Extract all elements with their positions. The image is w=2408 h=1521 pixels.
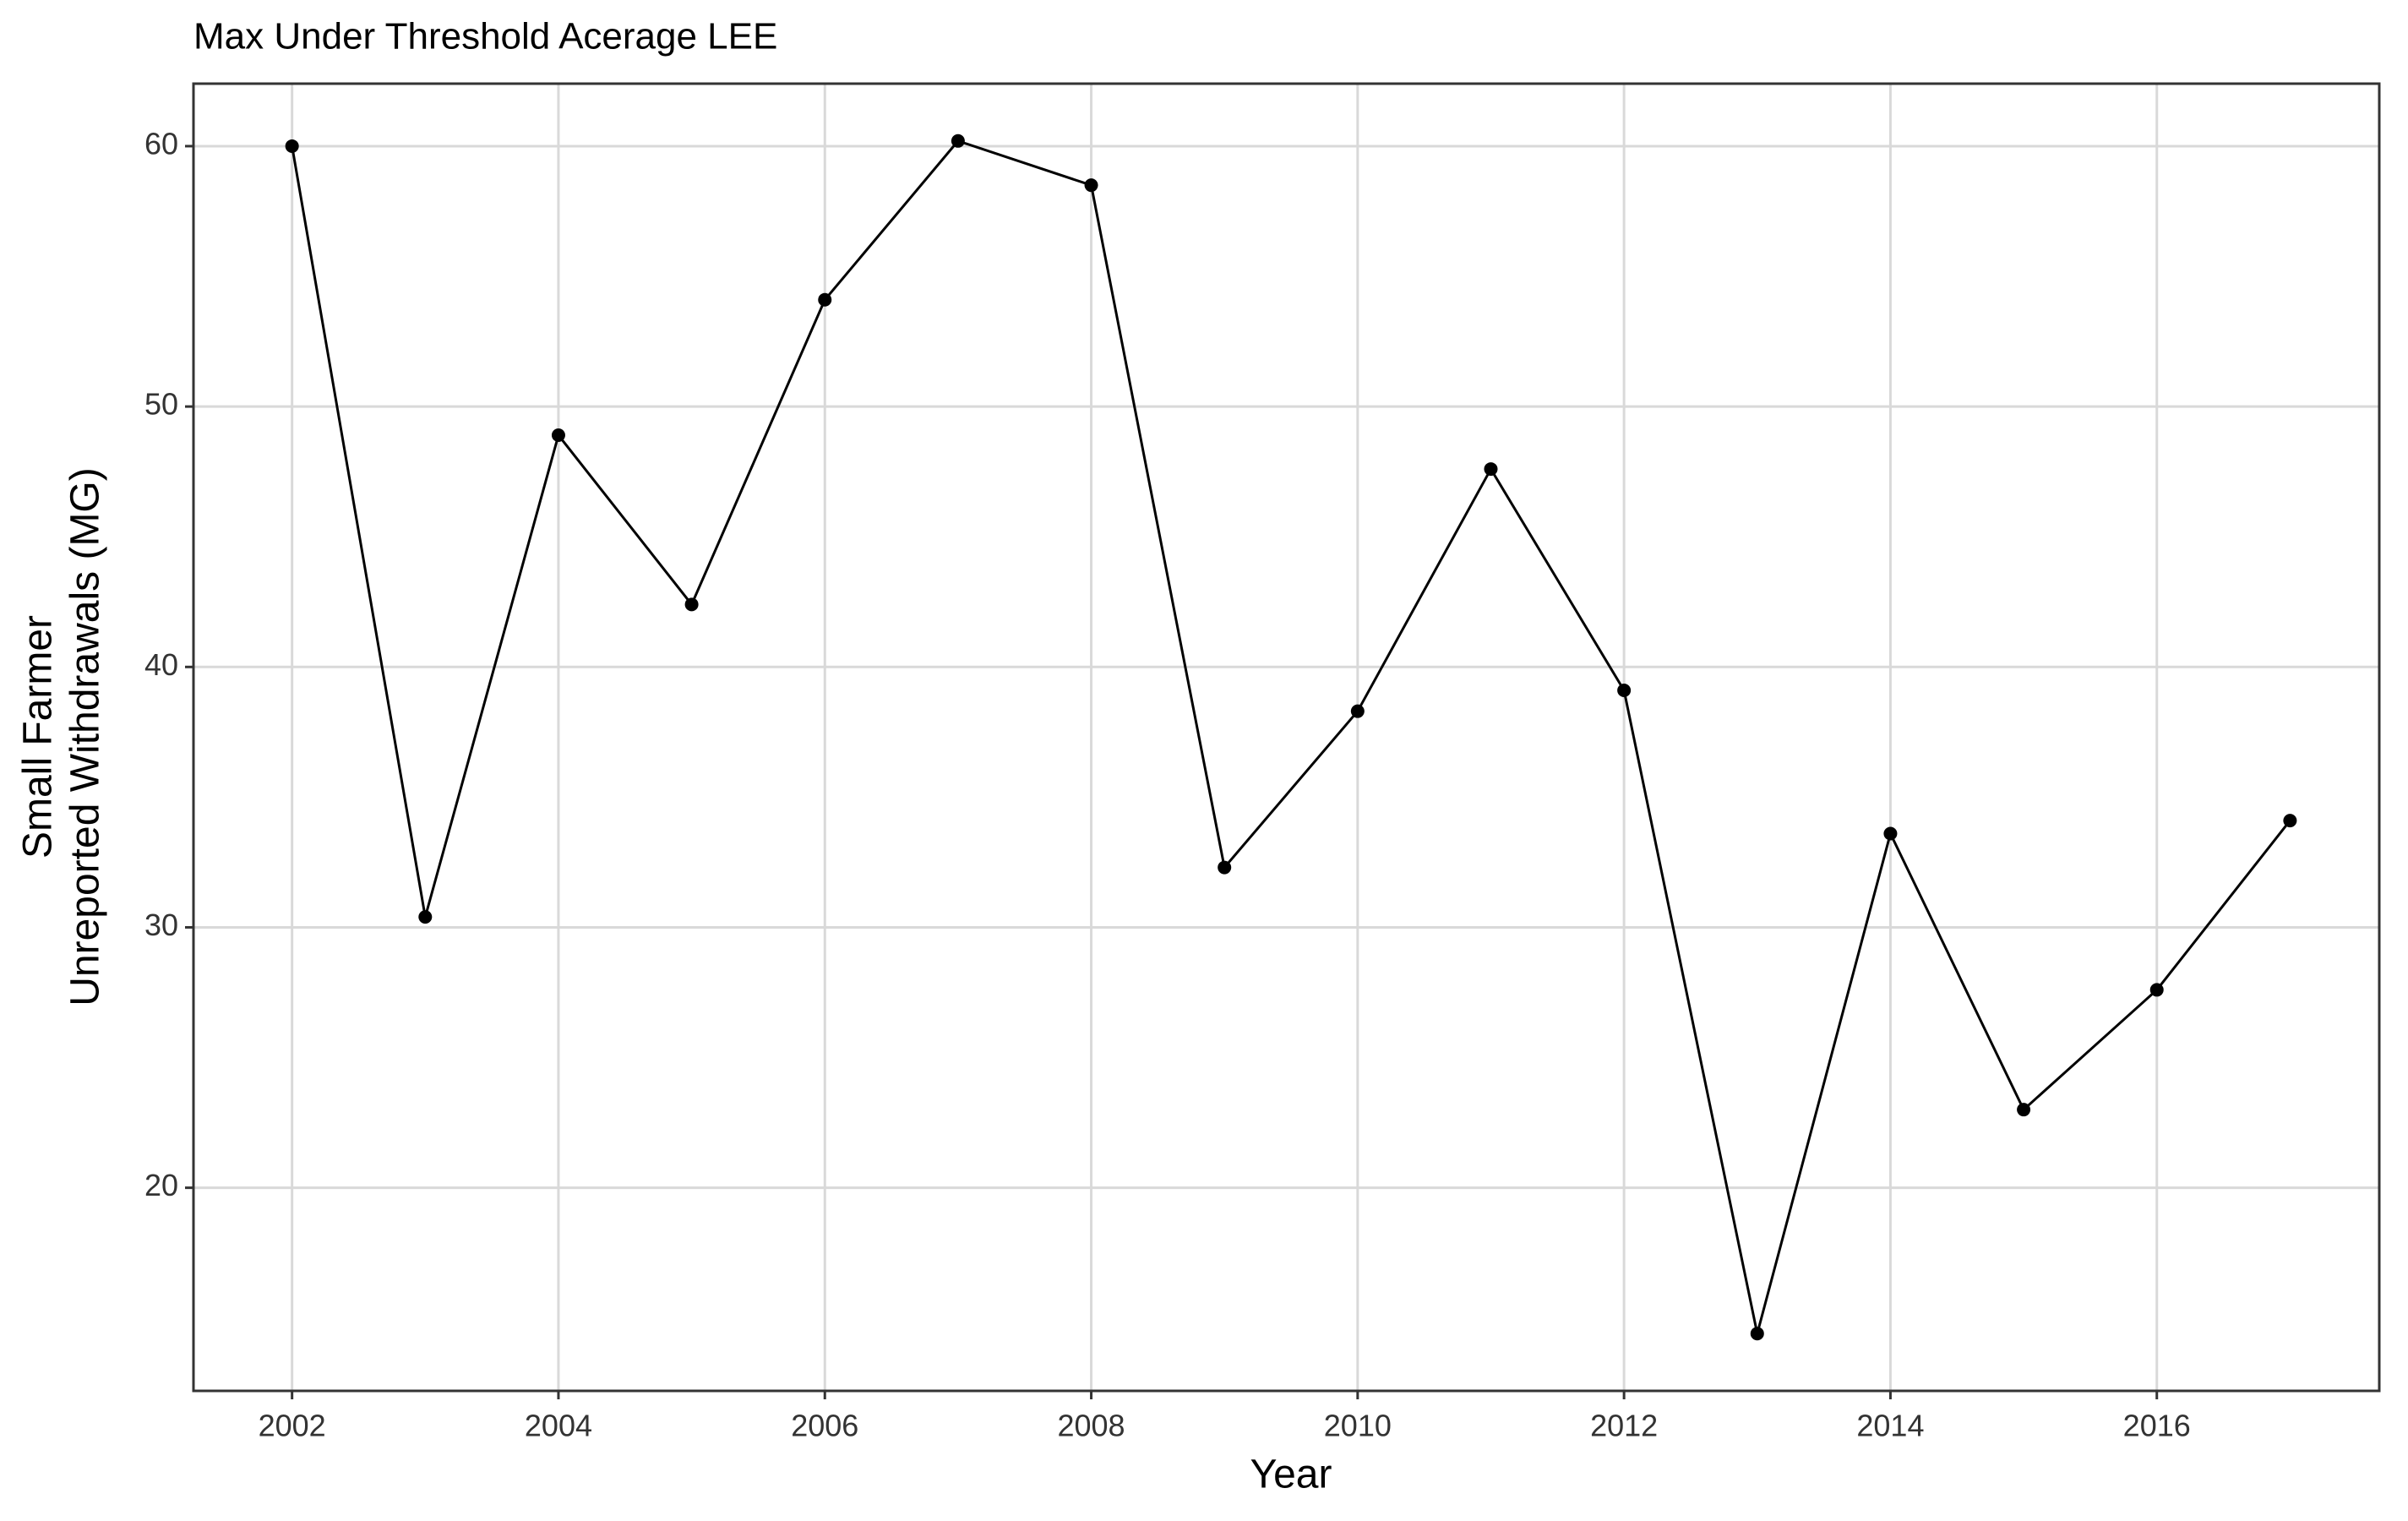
x-tick-label: 2012 bbox=[1590, 1409, 1658, 1443]
y-tick-label: 40 bbox=[144, 647, 178, 682]
line bbox=[291, 139, 2291, 1334]
point bbox=[2017, 1103, 2031, 1117]
x-tick-label: 2014 bbox=[1856, 1409, 1924, 1443]
point bbox=[951, 134, 965, 148]
point bbox=[1350, 704, 1365, 718]
point bbox=[1484, 462, 1498, 477]
point bbox=[1617, 684, 1632, 698]
point bbox=[2149, 983, 2164, 997]
x-axis-title: Year bbox=[1250, 1453, 1332, 1497]
point bbox=[1084, 178, 1098, 193]
panel-border bbox=[192, 82, 2381, 1393]
x-tick-label: 2010 bbox=[1324, 1409, 1392, 1443]
point bbox=[285, 139, 299, 153]
point bbox=[1883, 826, 1898, 841]
point bbox=[418, 910, 433, 924]
point bbox=[2283, 814, 2297, 828]
point bbox=[684, 597, 699, 612]
chart-title: Max Under Threshold Acerage LEE bbox=[193, 16, 777, 57]
x-tick-label: 2002 bbox=[259, 1409, 326, 1443]
y-axis-title: Unreported Withdrawals (MG) bbox=[63, 467, 108, 1006]
y-tick-label: 20 bbox=[144, 1168, 178, 1202]
y-tick-label: 60 bbox=[144, 126, 178, 161]
point bbox=[551, 428, 565, 443]
point bbox=[818, 292, 832, 307]
x-tick-label: 2004 bbox=[525, 1409, 592, 1443]
x-tick-label: 2016 bbox=[2123, 1409, 2191, 1443]
y-tick-label: 50 bbox=[144, 387, 178, 422]
x-tick-label: 2008 bbox=[1057, 1409, 1125, 1443]
point bbox=[1218, 860, 1232, 875]
point bbox=[1750, 1327, 1764, 1341]
y-axis-title: Small Farmer bbox=[16, 615, 61, 859]
x-tick-label: 2006 bbox=[791, 1409, 858, 1443]
y-tick-label: 30 bbox=[144, 908, 178, 942]
